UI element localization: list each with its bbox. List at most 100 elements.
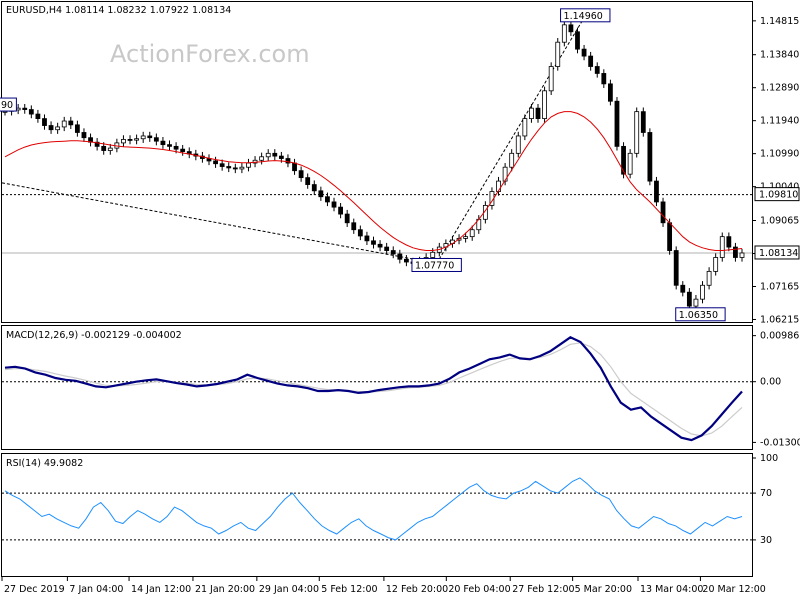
candle [680, 281, 686, 297]
candle [726, 232, 732, 252]
macd-tick-label: 0.009862 [760, 331, 800, 342]
price-tick-label: 1.14815 [760, 16, 799, 27]
price-label-3: 90 [0, 97, 17, 112]
candle [515, 131, 521, 158]
x-tick-label: 5 Feb 12:00 [321, 584, 377, 595]
candle [265, 149, 271, 161]
watermark: ActionForex.com [110, 40, 310, 68]
candle [160, 136, 166, 149]
candle [22, 104, 28, 114]
candle [153, 133, 159, 146]
moving-average-line [4, 111, 743, 251]
resistance-label-box [754, 187, 800, 202]
candle [88, 133, 93, 147]
svg-text:1.06350: 1.06350 [679, 310, 718, 321]
candle [601, 69, 607, 89]
candle [246, 158, 251, 172]
price-tick-label: 1.11940 [760, 116, 799, 127]
candle [390, 246, 396, 259]
candle [404, 255, 409, 267]
x-axis: 27 Dec 2019 7 Jan 04:00 14 Jan 12:00 21 Jan… [1, 577, 766, 595]
candle [213, 156, 218, 168]
price-tick-label: 1.13840 [760, 50, 799, 61]
candle [594, 62, 600, 78]
candle [35, 109, 41, 123]
macd-tick-label: -0.013002 [760, 437, 800, 448]
candle [660, 197, 666, 227]
candle [575, 27, 580, 54]
candle [331, 197, 337, 212]
candle [621, 142, 626, 179]
candle [167, 140, 172, 151]
candle [127, 135, 133, 145]
candle [272, 149, 278, 161]
svg-text:1.07770: 1.07770 [415, 260, 454, 271]
candle [561, 20, 567, 47]
candle [107, 143, 113, 155]
rsi-tick-label: 100 [760, 453, 778, 464]
candle [305, 173, 311, 189]
candle [206, 154, 212, 166]
candle [239, 163, 245, 174]
x-tick-label: 7 Jan 04:00 [69, 584, 123, 595]
candle [719, 232, 725, 262]
macd-signal-line [4, 342, 743, 437]
candle [627, 149, 633, 179]
candle [42, 114, 47, 130]
trendline-1 [436, 15, 586, 264]
x-tick-label: 5 Mar 20:00 [575, 584, 632, 595]
x-tick-label: 27 Dec 2019 [4, 584, 65, 595]
candle [482, 201, 488, 224]
candle [292, 158, 297, 175]
candle [371, 236, 376, 249]
price-tick-label: 1.12890 [760, 83, 799, 94]
rsi-pane-frame [1, 453, 753, 577]
candle [384, 242, 390, 255]
candle [739, 248, 745, 262]
candle [61, 116, 67, 132]
macd-pane-frame [1, 325, 753, 450]
rsi-tick-label: 70 [760, 488, 772, 499]
candle [338, 202, 343, 219]
x-tick-label: 13 Mar 04:00 [640, 584, 703, 595]
candle [700, 281, 705, 304]
candle [377, 240, 383, 252]
candle [311, 180, 317, 195]
candle [640, 107, 646, 137]
candle [529, 104, 534, 123]
candle [713, 253, 719, 276]
resistance-label: 1.09810 [759, 190, 798, 201]
candle [94, 138, 100, 151]
candle [647, 128, 653, 186]
rsi-tick-label: 30 [760, 535, 772, 546]
candle [147, 131, 153, 142]
rsi-line [4, 477, 743, 541]
x-tick-label: 14 Jan 12:00 [131, 584, 191, 595]
x-tick-label: 27 Feb 12:00 [512, 584, 574, 595]
candle [285, 154, 291, 168]
candle [121, 135, 126, 148]
svg-text:90: 90 [1, 100, 13, 111]
price-tick-label: 1.06215 [760, 314, 799, 325]
candle [397, 249, 403, 264]
candle [68, 116, 74, 130]
candle [542, 86, 547, 123]
candle [588, 51, 594, 71]
candle [654, 176, 659, 207]
candle [219, 159, 225, 171]
price-tick-label: 1.09065 [760, 216, 799, 227]
price-tick-label: 1.10990 [760, 149, 799, 160]
candle [364, 231, 370, 245]
x-tick-label: 29 Jan 04:00 [259, 584, 319, 595]
candle [351, 218, 357, 234]
candle [614, 97, 620, 151]
candle [706, 267, 712, 290]
x-tick-label: 20 Feb 04:00 [448, 584, 510, 595]
rsi-header: RSI(14) 49.9082 [6, 458, 83, 469]
candle [555, 38, 561, 71]
price-pane-frame [1, 1, 753, 323]
candle [450, 235, 455, 248]
candle [686, 288, 692, 311]
candle [186, 147, 192, 159]
